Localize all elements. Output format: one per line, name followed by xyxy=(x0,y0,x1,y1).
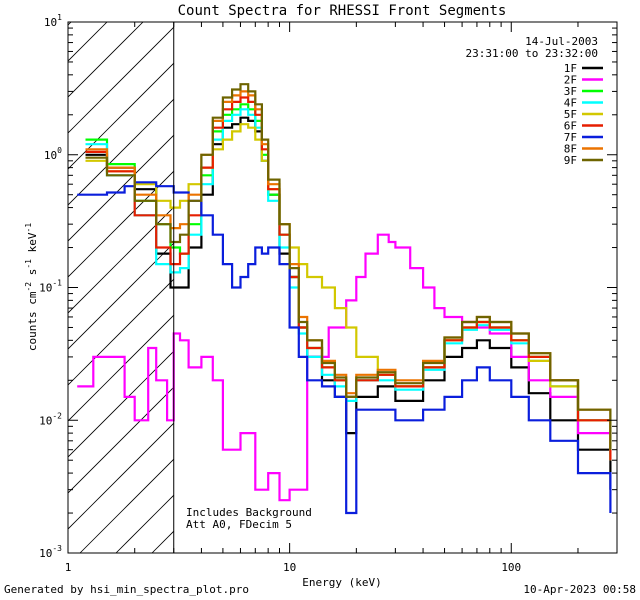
generated-date-label: 10-Apr-2023 00:58 xyxy=(523,583,636,596)
legend-label-3f: 3F xyxy=(564,85,577,98)
legend-label-1f: 1F xyxy=(564,62,577,75)
x-tick-label: 1 xyxy=(65,561,72,574)
y-tick-label: 101 xyxy=(44,13,62,29)
legend-label-4f: 4F xyxy=(564,97,577,110)
legend-label-6f: 6F xyxy=(564,120,577,133)
generated-by-label: Generated by hsi_min_spectra_plot.pro xyxy=(4,583,250,596)
legend-label-9f: 9F xyxy=(564,154,577,167)
x-tick-label: 100 xyxy=(501,561,521,574)
legend-label-2f: 2F xyxy=(564,74,577,87)
x-axis-label: Energy (keV) xyxy=(302,576,381,589)
series-2f xyxy=(77,233,612,502)
y-tick-label: 10-2 xyxy=(39,411,62,427)
annotation-background: Includes Background xyxy=(186,506,312,519)
series-6f xyxy=(85,96,612,461)
y-tick-label: 100 xyxy=(44,146,62,162)
series-4f xyxy=(85,108,612,461)
plot-frame xyxy=(67,21,618,554)
legend-label-7f: 7F xyxy=(564,131,577,144)
date-label: 14-Jul-2003 xyxy=(525,35,598,48)
chart-title: Count Spectra for RHESSI Front Segments xyxy=(178,3,507,19)
legend-label-5f: 5F xyxy=(564,108,577,121)
annotation-attenuator: Att A0, FDecim 5 xyxy=(186,518,292,531)
series-9f xyxy=(85,83,612,450)
y-axis-label: counts cm-2 s-1 keV-1 xyxy=(24,223,39,351)
series-1f xyxy=(85,116,612,490)
series-5f xyxy=(85,123,612,461)
legend-label-8f: 8F xyxy=(564,143,577,156)
y-tick-label: 10-1 xyxy=(39,279,62,295)
x-tick-label: 10 xyxy=(283,561,296,574)
series-3f xyxy=(85,103,612,461)
y-tick-label: 10-3 xyxy=(39,544,62,560)
time-label: 23:31:00 to 23:32:00 xyxy=(466,47,598,60)
